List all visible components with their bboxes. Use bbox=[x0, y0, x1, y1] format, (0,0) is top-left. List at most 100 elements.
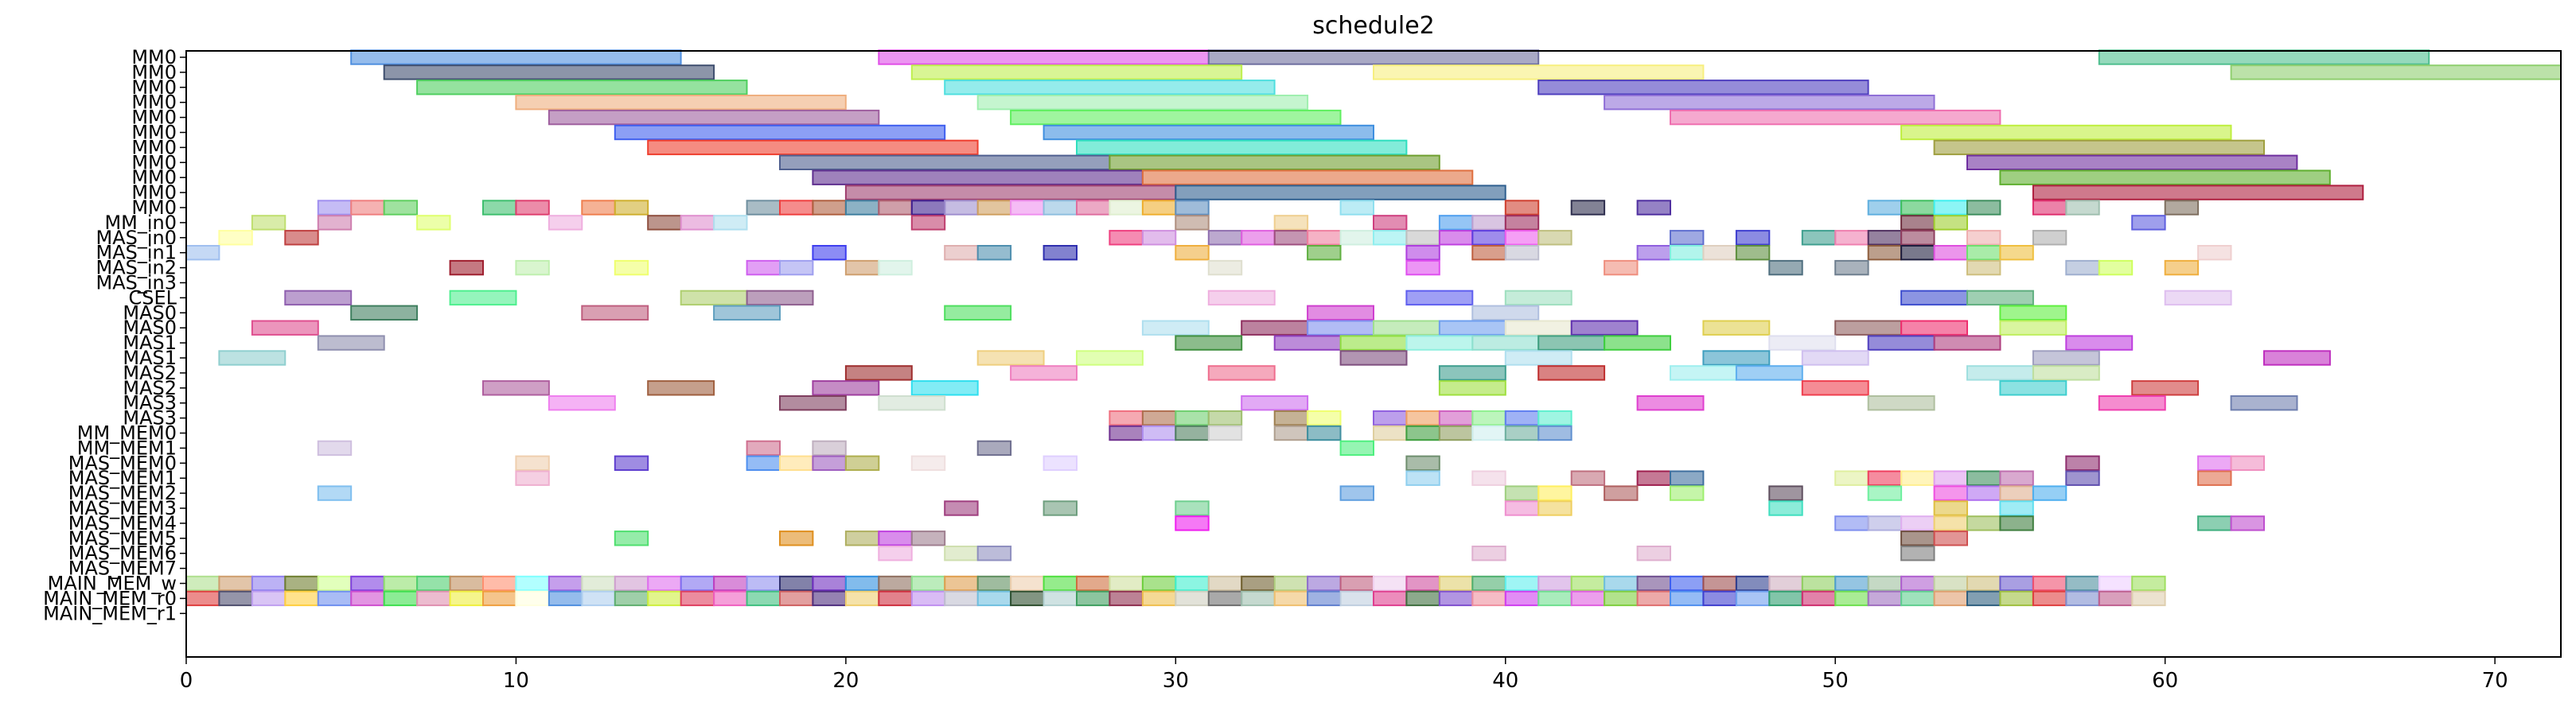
task-bar bbox=[284, 290, 353, 306]
task-bar bbox=[1801, 380, 1869, 396]
task-bar bbox=[1207, 290, 1276, 306]
task-bar bbox=[1339, 485, 1374, 501]
task-bar bbox=[910, 380, 979, 396]
task-bar bbox=[1504, 410, 1540, 426]
task-bar bbox=[218, 590, 253, 607]
task-bar bbox=[1801, 230, 1837, 246]
task-bar bbox=[2131, 380, 2200, 396]
task-bar bbox=[2065, 455, 2100, 471]
task-bar bbox=[185, 575, 220, 592]
task-bar bbox=[1834, 320, 1903, 336]
task-bar bbox=[218, 575, 253, 592]
task-bar bbox=[1339, 590, 1374, 607]
task-bar bbox=[1999, 470, 2034, 486]
task-bar bbox=[2263, 350, 2331, 366]
task-bar bbox=[1966, 290, 2034, 306]
task-bar bbox=[1438, 230, 1474, 246]
task-bar bbox=[548, 109, 880, 126]
task-bar bbox=[1537, 80, 1869, 95]
task-bar bbox=[1537, 575, 1572, 592]
task-bar bbox=[1438, 590, 1474, 607]
task-bar bbox=[1109, 590, 1144, 607]
task-bar bbox=[1537, 425, 1572, 441]
task-bar bbox=[1670, 470, 1705, 486]
task-bar bbox=[2098, 395, 2166, 411]
task-bar bbox=[647, 575, 682, 592]
task-bar bbox=[1307, 230, 1342, 246]
task-bar bbox=[1933, 335, 2001, 351]
task-bar bbox=[1504, 245, 1540, 261]
task-bar bbox=[1537, 335, 1606, 351]
task-bar bbox=[1867, 590, 1903, 607]
task-bar bbox=[1175, 185, 1506, 200]
task-bar bbox=[1966, 259, 2001, 276]
task-bar bbox=[1273, 425, 1309, 441]
task-bar bbox=[548, 395, 616, 411]
task-bar bbox=[1900, 215, 1935, 231]
task-bar bbox=[1933, 500, 1969, 516]
task-bar bbox=[218, 350, 286, 366]
task-bar bbox=[1141, 320, 1210, 336]
task-bar bbox=[1405, 230, 1440, 246]
task-bar bbox=[1702, 350, 1771, 366]
task-bar bbox=[317, 440, 353, 457]
task-bar bbox=[185, 590, 220, 607]
task-bar bbox=[317, 575, 353, 592]
task-bar bbox=[1076, 590, 1111, 607]
task-bar bbox=[1966, 200, 2001, 216]
task-bar bbox=[1999, 245, 2034, 261]
task-bar bbox=[1373, 230, 1408, 246]
x-tick-label: 70 bbox=[2482, 669, 2508, 693]
task-bar bbox=[1867, 485, 1903, 501]
task-bar bbox=[1175, 410, 1210, 426]
task-bar bbox=[1966, 590, 2001, 607]
task-bar bbox=[1570, 200, 1606, 216]
task-bar bbox=[515, 590, 550, 607]
task-bar bbox=[1604, 575, 1639, 592]
task-bar bbox=[548, 590, 583, 607]
task-bar bbox=[1010, 590, 1045, 607]
task-bar bbox=[1537, 500, 1572, 516]
y-tick-label: MAS1 bbox=[123, 332, 177, 354]
task-bar bbox=[548, 575, 583, 592]
task-bar bbox=[1966, 154, 2298, 171]
task-bar bbox=[1405, 259, 1440, 276]
task-bar bbox=[218, 230, 253, 246]
x-tick-label: 50 bbox=[1822, 669, 1849, 693]
task-bar bbox=[680, 575, 715, 592]
task-bar bbox=[1010, 200, 1045, 216]
task-bar bbox=[1900, 320, 1969, 336]
task-bar bbox=[1900, 575, 1935, 592]
task-bar bbox=[185, 245, 220, 261]
task-bar bbox=[1504, 290, 1572, 306]
task-bar bbox=[1900, 245, 1935, 261]
task-bar bbox=[812, 380, 880, 396]
task-bar bbox=[1966, 470, 2001, 486]
task-bar bbox=[350, 200, 385, 216]
task-bar bbox=[2065, 259, 2100, 276]
task-bar bbox=[746, 455, 781, 471]
y-tick-label: MAS_in2 bbox=[95, 257, 177, 279]
y-tick-label: MAS_MEM0 bbox=[68, 452, 177, 474]
task-bar bbox=[944, 80, 1276, 95]
task-bar bbox=[1373, 575, 1408, 592]
task-bar bbox=[844, 200, 880, 216]
task-bar bbox=[910, 575, 946, 592]
task-bar bbox=[1438, 575, 1474, 592]
task-bar bbox=[581, 575, 616, 592]
task-bar bbox=[2197, 470, 2232, 486]
task-bar bbox=[1307, 305, 1374, 321]
task-bar bbox=[1933, 245, 1969, 261]
task-bar bbox=[1966, 365, 2034, 381]
task-bar bbox=[1604, 590, 1639, 607]
task-bar bbox=[1405, 410, 1440, 426]
task-bar bbox=[844, 365, 913, 381]
task-bar bbox=[317, 485, 353, 501]
task-bar bbox=[1471, 335, 1540, 351]
task-bar bbox=[1504, 500, 1540, 516]
task-bar bbox=[581, 590, 616, 607]
task-bar bbox=[1702, 245, 1737, 261]
task-bar bbox=[2032, 590, 2067, 607]
task-bar bbox=[2131, 575, 2166, 592]
